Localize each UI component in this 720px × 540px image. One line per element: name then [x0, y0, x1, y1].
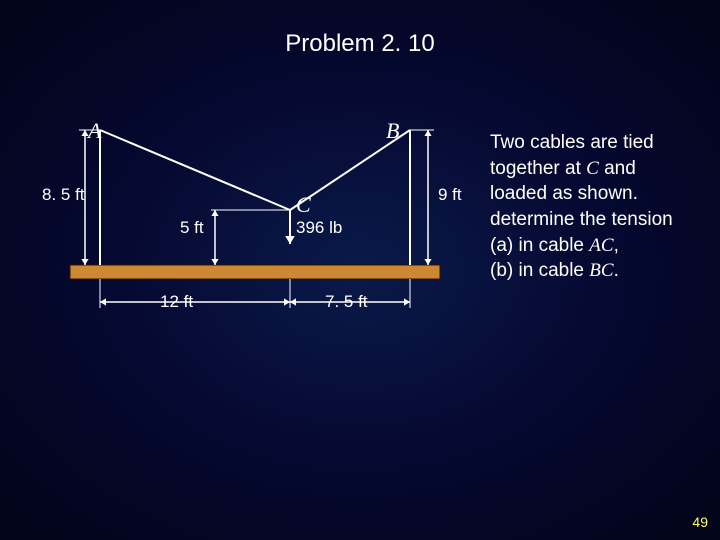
slide-number: 49 [692, 514, 708, 530]
pt-l5a: (a) in cable [490, 235, 589, 256]
problem-statement: Two cables are tied together at C and lo… [490, 130, 710, 284]
label-h-left: 8. 5 ft [42, 185, 85, 205]
slide-title: Problem 2. 10 [0, 30, 720, 58]
label-B: B [386, 118, 399, 144]
diagram-area: A B C 396 lb 8. 5 ft 9 ft 5 ft 12 ft 7. … [40, 100, 470, 330]
label-C: C [296, 192, 311, 218]
pt-l2a: together at [490, 158, 586, 179]
pt-l4: determine the tension [490, 209, 673, 230]
pt-l2c: and [599, 158, 636, 179]
pt-l5b: AC [589, 235, 613, 256]
label-A: A [88, 118, 101, 144]
pt-l6b: BC [589, 260, 613, 281]
pt-l3: loaded as shown. [490, 183, 638, 204]
pt-l6a: (b) in cable [490, 260, 589, 281]
pt-l5c: , [614, 235, 619, 256]
label-base-right: 7. 5 ft [325, 292, 368, 312]
pt-l2b: C [586, 158, 599, 179]
diagram-svg [40, 100, 470, 330]
label-load: 396 lb [296, 218, 342, 238]
pt-l1: Two cables are tied [490, 132, 654, 153]
label-h-mid: 5 ft [180, 218, 204, 238]
pt-l6c: . [614, 260, 619, 281]
label-h-right: 9 ft [438, 185, 462, 205]
label-base-left: 12 ft [160, 292, 193, 312]
